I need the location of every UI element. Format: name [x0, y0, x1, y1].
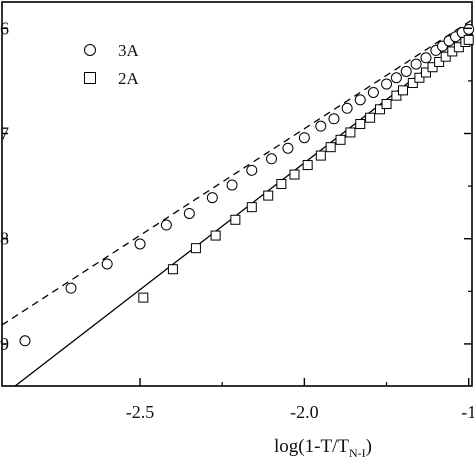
point-2a	[397, 85, 408, 96]
x-axis-label-close: )	[366, 436, 372, 457]
point-3a	[354, 94, 366, 106]
point-3a	[101, 258, 113, 270]
point-2a	[463, 34, 474, 45]
point-2a	[355, 119, 366, 130]
point-2a	[427, 62, 438, 73]
point-3a	[226, 179, 238, 191]
point-2a	[407, 78, 418, 89]
point-2a	[453, 42, 464, 53]
fit-lines	[1, 19, 473, 387]
x-axis-label-subscript: N-I	[349, 446, 366, 460]
point-2a	[276, 179, 287, 190]
x-tick-label: -1	[461, 402, 474, 422]
point-3a	[390, 72, 402, 84]
point-3a	[367, 86, 379, 98]
point-2a	[434, 56, 445, 67]
data-markers	[19, 23, 474, 347]
point-3a	[410, 58, 422, 70]
legend-marker-3a	[84, 44, 96, 56]
point-3a	[420, 52, 432, 64]
point-2a	[345, 127, 356, 138]
point-3a	[246, 164, 258, 176]
point-2a	[315, 150, 326, 161]
x-axis-label: log(1-T/TN-I)	[274, 436, 372, 460]
point-3a	[381, 78, 393, 90]
y-tick-label: 9	[0, 334, 9, 354]
point-2a	[325, 142, 336, 153]
x-tick-label: -2.0	[290, 402, 319, 422]
y-tick-label: 6	[0, 18, 9, 38]
point-3a	[328, 113, 340, 125]
y-tick-label: 8	[0, 229, 9, 249]
point-2a	[414, 72, 425, 83]
point-2a	[374, 104, 385, 115]
point-2a	[381, 99, 392, 110]
point-3a	[19, 335, 31, 347]
point-2a	[167, 264, 178, 275]
x-axis-label-main: log(1-T/T	[274, 436, 349, 457]
plot-frame	[1, 1, 473, 387]
point-3a	[206, 192, 218, 204]
fit-line-3a	[1, 19, 473, 326]
point-2a	[420, 67, 431, 78]
legend-label-3a: 3A	[118, 41, 140, 60]
point-3a	[463, 23, 474, 35]
point-2a	[190, 243, 201, 254]
point-3a	[183, 207, 195, 219]
point-2a	[440, 51, 451, 62]
point-2a	[263, 190, 274, 201]
point-3a	[341, 102, 353, 114]
point-3a	[315, 120, 327, 132]
point-2a	[210, 230, 221, 241]
point-3a	[65, 282, 77, 294]
x-tick-label: -2.5	[126, 402, 155, 422]
point-3a	[160, 219, 172, 231]
y-ticks: 6 7 8 9	[0, 18, 472, 354]
point-3a	[298, 132, 310, 144]
point-2a	[335, 134, 346, 145]
point-2a	[289, 169, 300, 180]
x-ticks: -2.5 -2.0 -1	[126, 378, 474, 422]
legend-label-2a: 2A	[118, 69, 140, 88]
legend-marker-2a	[84, 72, 96, 84]
point-3a	[282, 142, 294, 154]
legend: 3A 2A	[84, 41, 140, 88]
point-2a	[138, 292, 149, 303]
point-3a	[266, 153, 278, 165]
point-2a	[365, 112, 376, 123]
point-2a	[246, 202, 257, 213]
point-2a	[230, 214, 241, 225]
y-tick-label: 7	[0, 124, 9, 144]
point-3a	[134, 238, 146, 250]
point-2a	[302, 160, 313, 171]
point-3a	[400, 65, 412, 77]
point-2a	[391, 90, 402, 101]
